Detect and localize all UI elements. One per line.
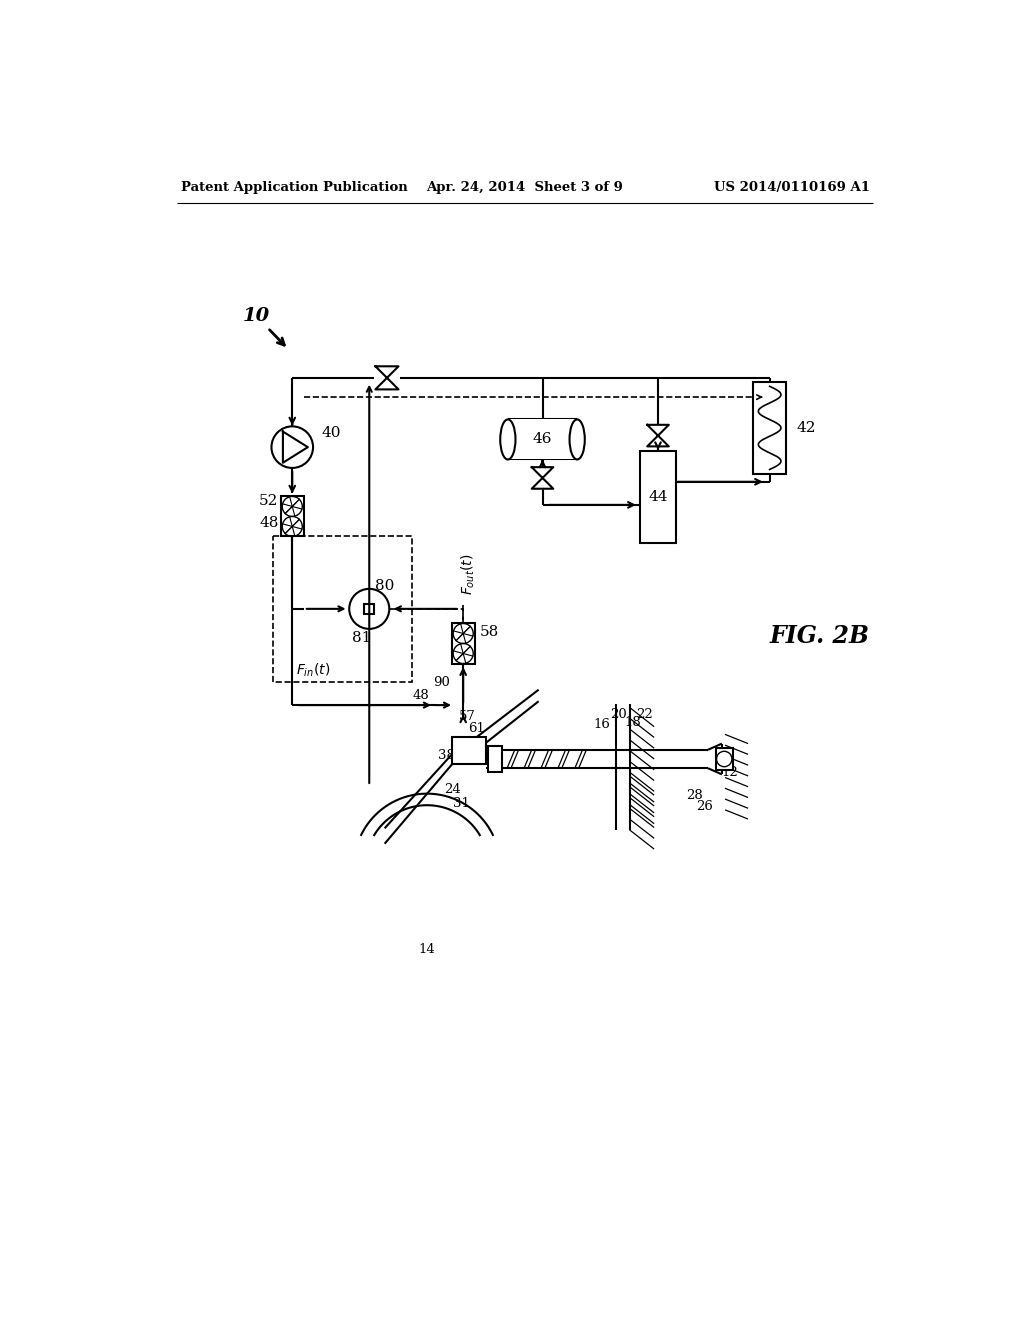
Text: 80: 80 [376, 578, 395, 593]
Text: 38: 38 [438, 748, 455, 762]
Bar [640, 451, 676, 544]
Text: 40: 40 [322, 426, 341, 441]
Text: 20: 20 [610, 708, 627, 721]
Text: 90: 90 [433, 676, 451, 689]
Text: 42: 42 [797, 421, 816, 434]
Circle shape [349, 589, 389, 628]
Polygon shape [531, 467, 553, 488]
Text: 28: 28 [686, 789, 702, 803]
Bar [508, 420, 578, 459]
Text: 24: 24 [444, 783, 461, 796]
Text: 26: 26 [695, 800, 713, 813]
Text: 57: 57 [459, 710, 475, 723]
Text: 52: 52 [259, 494, 279, 508]
Bar [452, 623, 475, 664]
Text: $F_{in}(t)$: $F_{in}(t)$ [296, 661, 331, 680]
Text: 10: 10 [243, 308, 269, 325]
Text: $F_{out}(t)$: $F_{out}(t)$ [460, 553, 477, 595]
Text: 30: 30 [478, 752, 495, 766]
Bar [453, 738, 486, 764]
Text: 14: 14 [419, 942, 435, 956]
Text: 12: 12 [721, 767, 738, 779]
Bar [281, 496, 304, 536]
Text: 48: 48 [259, 516, 279, 529]
Text: 44: 44 [648, 490, 668, 504]
Text: Apr. 24, 2014  Sheet 3 of 9: Apr. 24, 2014 Sheet 3 of 9 [426, 181, 624, 194]
Text: 22: 22 [637, 708, 653, 721]
Bar [365, 603, 374, 614]
Text: 18: 18 [625, 715, 641, 729]
Text: 46: 46 [532, 433, 552, 446]
Polygon shape [647, 425, 669, 446]
Bar [716, 748, 733, 770]
Bar [273, 536, 412, 682]
Text: 31: 31 [454, 797, 470, 810]
Text: 32: 32 [467, 739, 484, 751]
Text: Patent Application Publication: Patent Application Publication [180, 181, 408, 194]
Text: 58: 58 [480, 624, 500, 639]
Bar [487, 746, 502, 772]
Polygon shape [283, 432, 308, 463]
Text: 81: 81 [352, 631, 372, 645]
Text: 61: 61 [469, 722, 485, 735]
Bar [754, 381, 785, 474]
Text: 48: 48 [413, 689, 429, 702]
Ellipse shape [501, 420, 515, 459]
Polygon shape [376, 367, 398, 389]
Text: 16: 16 [593, 718, 610, 731]
Text: US 2014/0110169 A1: US 2014/0110169 A1 [714, 181, 869, 194]
Circle shape [271, 426, 313, 469]
Text: FIG. 2B: FIG. 2B [770, 624, 869, 648]
Ellipse shape [569, 420, 585, 459]
